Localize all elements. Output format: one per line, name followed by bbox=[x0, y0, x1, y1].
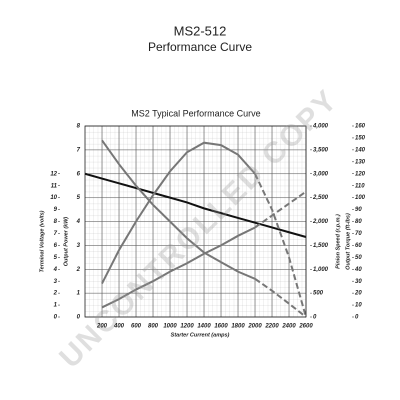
y-tick-label: 3 bbox=[54, 279, 58, 285]
y-tick-label: 20 bbox=[354, 291, 362, 297]
y-tick-label: 6 bbox=[77, 171, 81, 177]
y-tick-label: 1,500 bbox=[313, 243, 329, 249]
y-tick-label: 0 bbox=[77, 315, 81, 321]
y-tick-label: 70 bbox=[355, 231, 362, 237]
x-tick-label: 1000 bbox=[163, 324, 177, 330]
y-axis-title: Pinion Speed (r.p.m.) bbox=[335, 214, 341, 269]
series-line bbox=[101, 139, 256, 280]
y-tick-label: 3,000 bbox=[313, 171, 329, 177]
y-tick-label: 4,000 bbox=[312, 124, 329, 130]
x-tick-label: 1800 bbox=[231, 324, 245, 330]
x-tick-label: 2400 bbox=[281, 324, 296, 330]
x-tick-label: 1200 bbox=[180, 324, 194, 330]
y-tick-label: 2,500 bbox=[312, 195, 329, 201]
y-tick-label: 40 bbox=[354, 267, 362, 273]
title: MS2-512 bbox=[174, 23, 227, 38]
y-tick-label: 2 bbox=[53, 291, 58, 297]
y-tick-label: 7 bbox=[54, 231, 58, 237]
y-tick-label: 30 bbox=[355, 279, 362, 285]
series-line bbox=[101, 141, 256, 285]
x-tick-label: 200 bbox=[96, 324, 108, 330]
x-axis-title: Starter Current (amps) bbox=[171, 332, 230, 338]
y-axis-title: Output Torque (ft-lbs) bbox=[345, 213, 351, 270]
y-tick-label: 50 bbox=[355, 255, 362, 261]
x-tick-label: 2600 bbox=[298, 324, 313, 330]
y-tick-label: 5 bbox=[54, 255, 58, 261]
y-tick-label: 9 bbox=[54, 207, 58, 213]
y-tick-label: 3 bbox=[77, 243, 81, 249]
y-tick-label: 100 bbox=[355, 195, 366, 201]
y-tick-label: 160 bbox=[355, 124, 366, 130]
series-line bbox=[254, 190, 307, 229]
y-tick-label: 2,000 bbox=[312, 219, 329, 225]
x-tick-label: 1400 bbox=[197, 324, 211, 330]
y-axis-title: Output Power (kW) bbox=[63, 217, 69, 267]
x-tick-label: 2200 bbox=[264, 324, 279, 330]
series-line bbox=[254, 277, 307, 318]
y-tick-label: 6 bbox=[54, 243, 58, 249]
x-tick-label: 1600 bbox=[214, 324, 228, 330]
series-line bbox=[101, 226, 256, 309]
y-tick-label: 150 bbox=[355, 136, 366, 142]
x-tick-label: 800 bbox=[148, 324, 159, 330]
series-line bbox=[254, 173, 307, 318]
y-tick-label: 0 bbox=[54, 315, 58, 321]
y-tick-label: 120 bbox=[355, 171, 366, 177]
y-tick-label: 1 bbox=[77, 291, 81, 297]
x-tick-label: 600 bbox=[131, 324, 142, 330]
y-tick-label: 60 bbox=[355, 243, 362, 249]
y-tick-label: 5 bbox=[77, 195, 81, 201]
y-tick-label: 11 bbox=[51, 183, 58, 189]
series-line bbox=[84, 172, 307, 238]
chart-title: MS2 Typical Performance Curve bbox=[131, 108, 260, 118]
y-tick-label: 8 bbox=[77, 124, 81, 130]
y-tick-label: 90 bbox=[355, 207, 362, 213]
y-tick-label: 10 bbox=[355, 303, 362, 309]
y-tick-label: 80 bbox=[355, 219, 362, 225]
y-tick-label: 10 bbox=[50, 195, 57, 201]
y-axis-title: Terminal Voltage (volts) bbox=[39, 210, 45, 272]
y-tick-label: 1 bbox=[54, 303, 58, 309]
y-tick-label: 500 bbox=[313, 291, 324, 297]
subtitle: Performance Curve bbox=[148, 40, 252, 54]
y-tick-label: 12 bbox=[50, 171, 57, 177]
y-tick-label: 3,500 bbox=[313, 147, 329, 153]
plot-frame bbox=[84, 125, 307, 318]
x-tick-label: 2000 bbox=[247, 324, 262, 330]
y-tick-label: 7 bbox=[77, 147, 81, 153]
y-tick-label: 8 bbox=[54, 219, 58, 225]
y-tick-label: 130 bbox=[355, 159, 366, 165]
y-tick-label: 4 bbox=[76, 219, 81, 225]
y-tick-label: 110 bbox=[355, 183, 365, 189]
x-tick-label: 400 bbox=[113, 324, 125, 330]
y-tick-label: 0 bbox=[355, 315, 359, 321]
y-tick-label: 4 bbox=[53, 267, 58, 273]
y-tick-label: 1,000 bbox=[313, 267, 329, 273]
y-tick-label: 0 bbox=[313, 315, 317, 321]
y-tick-label: 140 bbox=[355, 147, 366, 153]
y-tick-label: 2 bbox=[76, 267, 81, 273]
